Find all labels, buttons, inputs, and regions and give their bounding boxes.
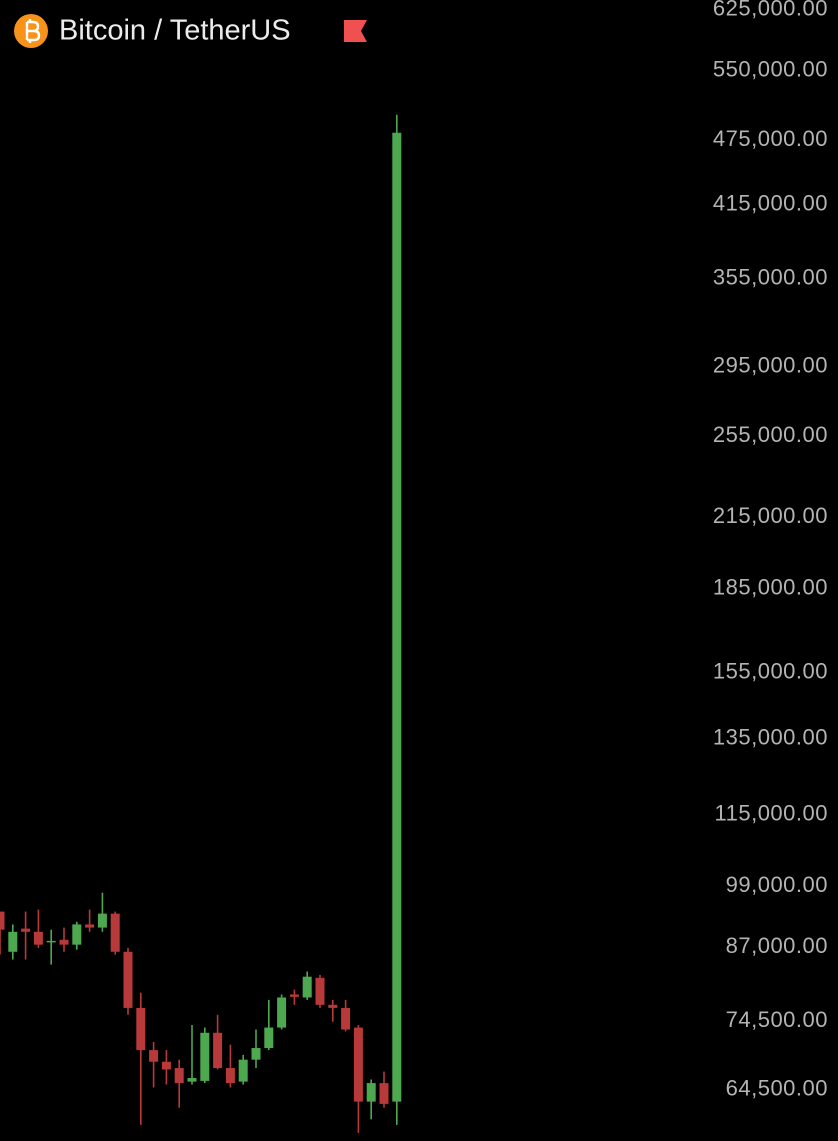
y-tick-label: 295,000.00 <box>713 353 828 378</box>
candle-body <box>213 1032 223 1069</box>
y-tick-label: 255,000.00 <box>713 422 828 447</box>
candle-body <box>289 994 299 997</box>
candle-body <box>392 132 402 1102</box>
y-tick-label: 99,000.00 <box>726 872 828 897</box>
y-tick-label: 135,000.00 <box>713 724 828 749</box>
candle-body <box>251 1048 261 1060</box>
candle-body <box>8 931 18 952</box>
y-tick-label: 475,000.00 <box>713 126 828 151</box>
candle-body <box>72 924 82 945</box>
candle-body <box>149 1050 159 1062</box>
y-tick-label: 155,000.00 <box>713 659 828 684</box>
flag-icon[interactable] <box>344 20 367 42</box>
y-tick-label: 355,000.00 <box>713 265 828 290</box>
candle-body <box>341 1007 351 1030</box>
y-tick-label: 74,500.00 <box>726 1007 828 1032</box>
y-tick-label: 87,000.00 <box>726 933 828 958</box>
y-tick-label: 215,000.00 <box>713 503 828 528</box>
y-tick-label: 415,000.00 <box>713 190 828 215</box>
candle-body <box>353 1027 363 1102</box>
candle-body <box>277 997 287 1028</box>
candle-body <box>379 1083 389 1104</box>
candle-body <box>123 951 133 1008</box>
candle-body <box>136 1007 146 1051</box>
candle-body <box>110 913 120 952</box>
candle-body <box>238 1059 248 1082</box>
candle-body <box>46 940 56 943</box>
candle-body <box>59 939 69 945</box>
candle-body <box>174 1068 184 1084</box>
icon-glyph <box>25 19 41 43</box>
candle-body <box>328 1004 338 1008</box>
candle-body <box>97 913 107 928</box>
candle-body <box>0 911 5 930</box>
candle-body <box>366 1083 376 1102</box>
candle-body <box>302 976 312 998</box>
y-tick-label: 185,000.00 <box>713 574 828 599</box>
candle-body <box>85 924 95 928</box>
candle-body <box>225 1068 235 1084</box>
candle-body <box>161 1061 171 1070</box>
chart-title: Bitcoin / TetherUS <box>59 15 291 47</box>
bitcoin-icon <box>14 14 48 48</box>
candle-body <box>187 1078 197 1082</box>
y-tick-label: 625,000.00 <box>713 0 828 21</box>
y-tick-label: 115,000.00 <box>715 801 828 826</box>
y-tick-label: 64,500.00 <box>726 1075 828 1100</box>
candle-body <box>33 931 43 945</box>
candle-body <box>21 928 31 932</box>
candle-body <box>315 977 325 1005</box>
candle-body <box>264 1027 274 1049</box>
candle-body <box>200 1032 210 1081</box>
y-tick-label: 550,000.00 <box>713 56 828 81</box>
